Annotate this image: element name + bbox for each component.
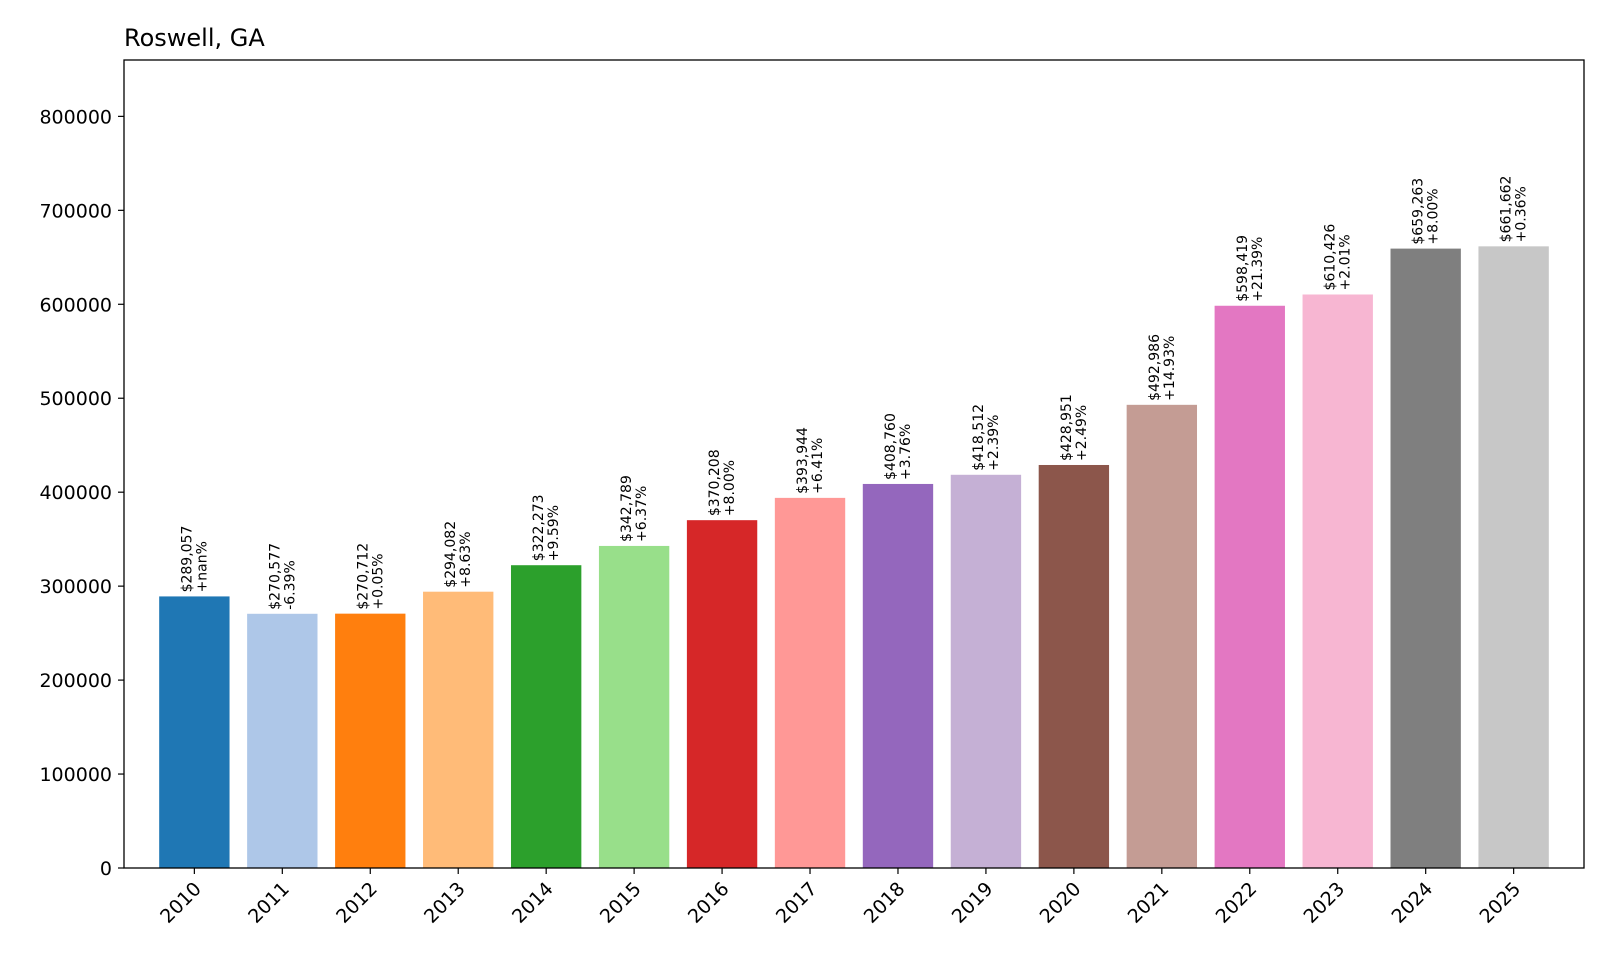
bar-annotation-2024: $659,263 +8.00% — [1411, 178, 1442, 245]
bar-value-label: $294,082 — [443, 521, 459, 588]
x-tick-label: 2012 — [332, 878, 382, 928]
bar-2013 — [423, 591, 494, 868]
bar-value-label: $289,057 — [179, 526, 195, 593]
x-tick-label: 2018 — [860, 878, 910, 928]
bar-value-label: $661,662 — [1499, 176, 1515, 243]
bar-2022 — [1214, 305, 1285, 868]
bar-labels-layer: $289,057 +nan% $270,577 -6.39% $270,712 +0.05… — [179, 176, 1529, 610]
bar-value-label: $370,208 — [707, 449, 723, 516]
bar-change-label: +0.36% — [1514, 186, 1530, 242]
bar-2016 — [686, 520, 758, 868]
bar-annotation-2020: $428,951 +2.49% — [1059, 394, 1090, 461]
x-tick-label: 2010 — [156, 878, 206, 928]
x-tick-label: 2025 — [1475, 878, 1525, 928]
x-tick-label: 2021 — [1124, 878, 1174, 928]
x-tick-label: 2017 — [772, 878, 822, 928]
y-tick-label: 500000 — [39, 388, 112, 410]
bar-2018 — [862, 483, 934, 868]
bar-change-label: +nan% — [194, 541, 210, 592]
bar-annotation-2025: $661,662 +0.36% — [1499, 176, 1530, 243]
bar-2019 — [950, 474, 1022, 868]
x-tick-label: 2023 — [1300, 878, 1350, 928]
x-axis: 2010 2011 2012 2013 2014 2015 2016 2017 2018 2019… — [156, 868, 1525, 928]
bar-annotation-2012: $270,712 +0.05% — [355, 543, 386, 610]
bar-annotation-2021: $492,986 +14.93% — [1147, 334, 1178, 401]
chart-title: Roswell, GA — [124, 24, 265, 52]
x-tick-label: 2022 — [1212, 878, 1262, 928]
bar-value-label: $270,577 — [267, 543, 283, 610]
bar-2021 — [1126, 404, 1198, 868]
bar-change-label: +6.37% — [634, 486, 650, 542]
bar-2024 — [1390, 248, 1461, 868]
bar-annotation-2016: $370,208 +8.00% — [707, 449, 738, 516]
bar-change-label: +8.00% — [1426, 188, 1442, 244]
bar-change-label: -6.39% — [282, 560, 298, 610]
bar-annotation-2018: $408,760 +3.76% — [883, 413, 914, 480]
bar-2015 — [598, 545, 670, 868]
bar-annotation-2017: $393,944 +6.41% — [795, 427, 826, 494]
bar-2020 — [1038, 464, 1110, 868]
bar-2025 — [1478, 246, 1549, 869]
y-tick-label: 300000 — [39, 576, 112, 598]
x-tick-label: 2016 — [684, 878, 734, 928]
bar-2011 — [247, 613, 318, 868]
bar-value-label: $393,944 — [795, 427, 811, 494]
x-tick-label: 2019 — [948, 878, 998, 928]
bar-change-label: +2.39% — [986, 415, 1002, 471]
y-tick-label: 100000 — [39, 764, 112, 786]
bar-annotation-2011: $270,577 -6.39% — [267, 543, 298, 610]
bar-change-label: +2.01% — [1338, 234, 1354, 290]
x-tick-label: 2013 — [420, 878, 470, 928]
y-tick-label: 200000 — [39, 670, 112, 692]
x-tick-label: 2014 — [508, 878, 558, 928]
bar-change-label: +6.41% — [810, 438, 826, 494]
y-tick-label: 600000 — [39, 294, 112, 316]
bar-value-label: $659,263 — [1411, 178, 1427, 245]
bars-layer — [159, 246, 1549, 869]
bar-annotation-2015: $342,789 +6.37% — [619, 475, 650, 542]
bar-annotation-2023: $610,426 +2.01% — [1323, 224, 1354, 291]
bar-2017 — [774, 497, 846, 868]
bar-change-label: +8.63% — [458, 531, 474, 587]
bar-change-label: +21.39% — [1250, 237, 1266, 302]
bar-change-label: +9.59% — [546, 505, 562, 561]
y-tick-label: 800000 — [39, 106, 112, 128]
bar-change-label: +8.00% — [722, 460, 738, 516]
bar-annotation-2019: $418,512 +2.39% — [971, 404, 1002, 471]
bar-value-label: $598,419 — [1235, 235, 1251, 302]
bar-change-label: +14.93% — [1162, 336, 1178, 401]
bar-2012 — [335, 613, 406, 868]
bar-value-label: $322,273 — [531, 494, 547, 561]
y-tick-label: 400000 — [39, 482, 112, 504]
bar-annotation-2022: $598,419 +21.39% — [1235, 235, 1266, 302]
bar-2014 — [510, 565, 582, 868]
bar-change-label: +3.76% — [898, 424, 914, 480]
bar-2010 — [159, 596, 230, 868]
bar-change-label: +2.49% — [1074, 405, 1090, 461]
y-axis: 0 100000 200000 300000 400000 500000 600000 700… — [39, 106, 124, 880]
x-tick-label: 2020 — [1036, 878, 1086, 928]
bar-value-label: $610,426 — [1323, 224, 1339, 291]
bar-value-label: $408,760 — [883, 413, 899, 480]
bar-value-label: $270,712 — [355, 543, 371, 610]
x-tick-label: 2011 — [244, 878, 294, 928]
bar-value-label: $428,951 — [1059, 394, 1075, 461]
bar-value-label: $418,512 — [971, 404, 987, 471]
bar-value-label: $492,986 — [1147, 334, 1163, 401]
bar-annotation-2014: $322,273 +9.59% — [531, 494, 562, 561]
x-tick-label: 2015 — [596, 878, 646, 928]
bar-annotation-2013: $294,082 +8.63% — [443, 521, 474, 588]
x-tick-label: 2024 — [1387, 878, 1437, 928]
plot-frame — [123, 59, 1585, 869]
y-tick-label: 700000 — [39, 200, 112, 222]
bar-value-label: $342,789 — [619, 475, 635, 542]
bar-annotation-2010: $289,057 +nan% — [179, 526, 210, 593]
bar-2023 — [1302, 294, 1373, 868]
y-tick-label: 0 — [100, 858, 112, 880]
bar-change-label: +0.05% — [370, 553, 386, 609]
